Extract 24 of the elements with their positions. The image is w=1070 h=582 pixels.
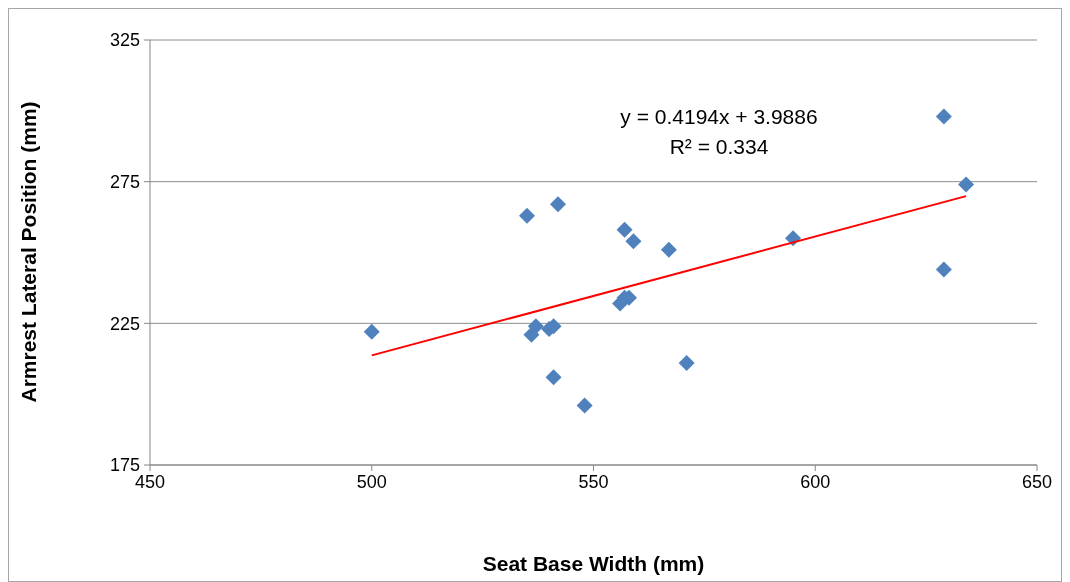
y-tick-label: 225 (109, 313, 140, 334)
point (616, 221, 633, 238)
point (550, 196, 567, 213)
point (958, 176, 975, 193)
x-tick-label: 600 (800, 471, 831, 492)
y-tick-label: 325 (109, 30, 140, 51)
x-tick-label: 500 (356, 471, 387, 492)
x-tick-label: 550 (578, 471, 609, 492)
x-axis-title: Seat Base Width (mm) (482, 552, 705, 575)
x-tick-label: 650 (1021, 471, 1053, 492)
point (625, 233, 642, 250)
point (576, 397, 593, 414)
point (660, 241, 677, 258)
point (363, 323, 380, 340)
point (527, 318, 544, 335)
point (935, 261, 952, 278)
point (518, 207, 535, 224)
annotation: R² = 0.334 (668, 135, 770, 159)
point (678, 355, 695, 371)
point (545, 369, 562, 386)
annotation: y = 0.4194x + 3.9886 (619, 105, 819, 129)
y-tick-label: 275 (109, 172, 140, 193)
y-axis-title: Armrest Lateral Position (mm) (17, 101, 41, 403)
point (935, 108, 952, 125)
